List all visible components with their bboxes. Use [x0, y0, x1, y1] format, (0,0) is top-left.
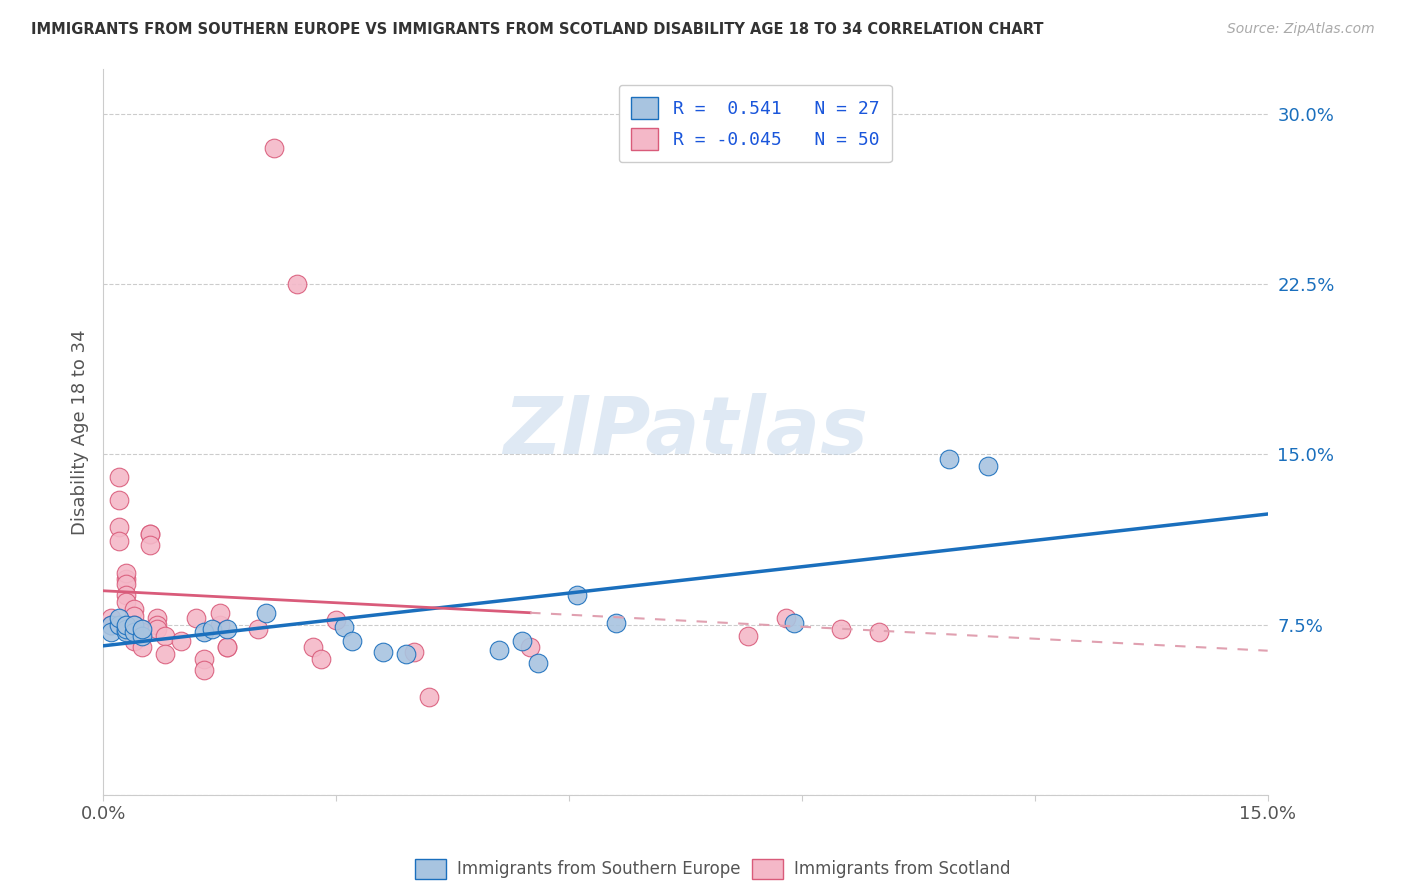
Point: [107, 533, 129, 548]
Point: [100, 617, 122, 632]
Point: [122, 608, 145, 623]
Point: [138, 538, 160, 552]
Point: [138, 527, 160, 541]
Text: Immigrants from Southern Europe: Immigrants from Southern Europe: [457, 860, 741, 878]
Point: [131, 623, 153, 637]
Y-axis label: Disability Age 18 to 34: Disability Age 18 to 34: [72, 329, 89, 534]
Point: [115, 588, 138, 602]
Legend: R =  0.541   N = 27, R = -0.045   N = 50: R = 0.541 N = 27, R = -0.045 N = 50: [619, 85, 891, 162]
Point: [115, 595, 138, 609]
Point: [783, 615, 806, 630]
Point: [122, 617, 145, 632]
Point: [107, 470, 129, 484]
Point: [122, 617, 145, 632]
Point: [737, 629, 759, 643]
Point: [325, 613, 347, 627]
Point: [131, 624, 153, 639]
Point: [254, 607, 277, 621]
Text: Source: ZipAtlas.com: Source: ZipAtlas.com: [1227, 22, 1375, 37]
Point: [775, 611, 797, 625]
Point: [263, 141, 285, 155]
Point: [146, 617, 169, 632]
Point: [402, 645, 425, 659]
Point: [208, 617, 231, 632]
Text: IMMIGRANTS FROM SOUTHERN EUROPE VS IMMIGRANTS FROM SCOTLAND DISABILITY AGE 18 TO: IMMIGRANTS FROM SOUTHERN EUROPE VS IMMIG…: [31, 22, 1043, 37]
Point: [131, 640, 153, 655]
Point: [146, 623, 169, 637]
Point: [115, 617, 138, 632]
Point: [146, 611, 169, 625]
Point: [565, 588, 588, 602]
Point: [107, 611, 129, 625]
Point: [100, 617, 122, 632]
Point: [115, 566, 138, 580]
Point: [122, 602, 145, 616]
Point: [170, 633, 193, 648]
Point: [107, 617, 129, 632]
Point: [830, 623, 852, 637]
Point: [138, 527, 160, 541]
Point: [115, 623, 138, 637]
Point: [519, 640, 541, 655]
Point: [107, 492, 129, 507]
Point: [100, 624, 122, 639]
Point: [418, 690, 440, 705]
Point: [333, 620, 356, 634]
Point: [605, 615, 627, 630]
Point: [285, 277, 308, 292]
Point: [309, 652, 332, 666]
Point: [217, 640, 239, 655]
Point: [131, 629, 153, 643]
Point: [186, 611, 208, 625]
Point: [193, 663, 215, 677]
Point: [977, 458, 1000, 473]
Point: [217, 623, 239, 637]
Point: [488, 642, 510, 657]
Point: [247, 623, 270, 637]
Point: [107, 617, 129, 632]
Point: [208, 607, 231, 621]
Point: [301, 640, 323, 655]
Point: [155, 648, 177, 662]
Point: [122, 624, 145, 639]
Point: [115, 617, 138, 632]
Point: [512, 633, 534, 648]
Point: [527, 657, 550, 671]
Point: [115, 577, 138, 591]
Point: [122, 633, 145, 648]
Point: [201, 623, 224, 637]
Point: [193, 624, 215, 639]
Point: [115, 573, 138, 587]
Point: [100, 617, 122, 632]
Point: [395, 648, 418, 662]
Text: Immigrants from Scotland: Immigrants from Scotland: [794, 860, 1011, 878]
Point: [155, 629, 177, 643]
Point: [217, 640, 239, 655]
Point: [340, 633, 363, 648]
Point: [115, 624, 138, 639]
Point: [193, 652, 215, 666]
Point: [869, 624, 891, 639]
Point: [131, 623, 153, 637]
Point: [371, 645, 394, 659]
Point: [107, 520, 129, 534]
Point: [100, 611, 122, 625]
Text: ZIPatlas: ZIPatlas: [503, 392, 868, 471]
Point: [938, 452, 960, 467]
